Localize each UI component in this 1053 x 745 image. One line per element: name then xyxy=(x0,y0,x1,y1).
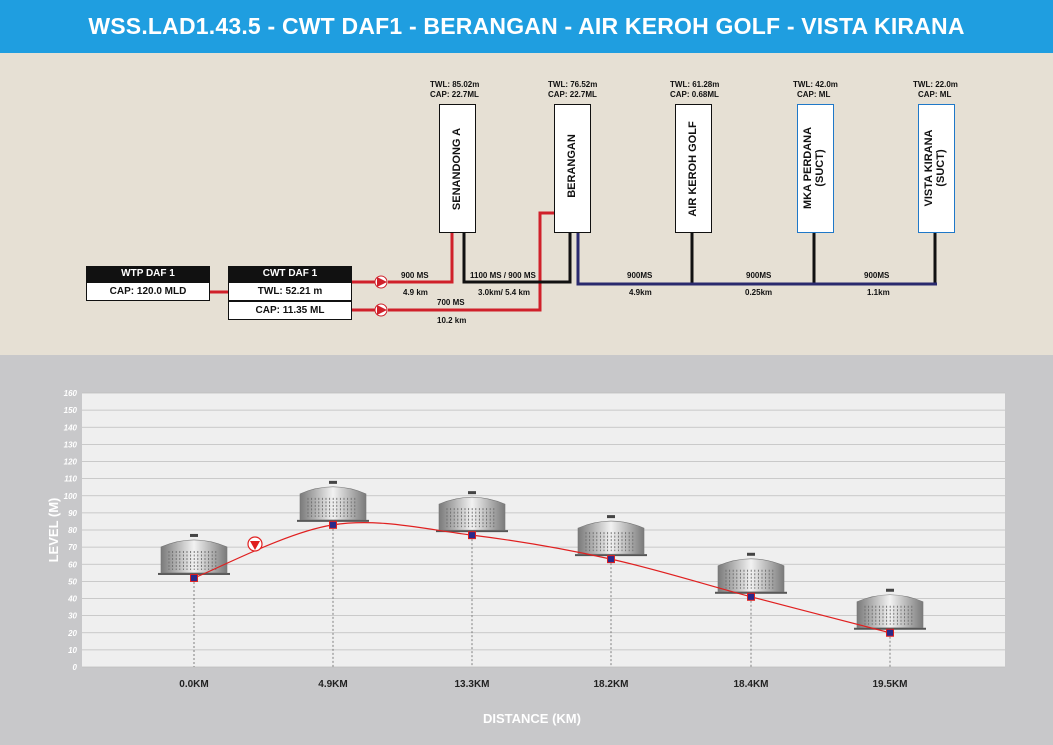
tank-berangan xyxy=(554,104,591,233)
wtp-name: WTP DAF 1 xyxy=(86,266,210,282)
tank-twl: TWL: 76.52m xyxy=(548,80,598,89)
tank-name: SENANDONG A xyxy=(451,127,463,211)
reservoir-tank-icon xyxy=(715,552,787,594)
data-point-marker xyxy=(468,531,476,540)
reservoir-tank-icon xyxy=(297,480,369,522)
pipe-label: 900MS xyxy=(864,271,890,280)
title-bar xyxy=(0,0,1053,53)
pipe-label: 700 MS xyxy=(437,298,465,307)
pipe-label: 4.9 km xyxy=(403,288,428,297)
x-tick-label: 19.5KM xyxy=(872,679,907,690)
tank-name: AIR KEROH GOLF xyxy=(687,121,699,217)
tank-mka-perdana xyxy=(797,104,834,233)
data-point-marker xyxy=(747,592,755,601)
pipe-distribution xyxy=(576,233,937,286)
tank-twl: TWL: 85.02m xyxy=(430,80,480,89)
tank-air-keroh-golf xyxy=(675,104,712,233)
y-tick-label: 140 xyxy=(64,423,78,432)
pipe-label: 4.9km xyxy=(629,288,652,297)
x-tick-label: 0.0KM xyxy=(179,679,208,690)
data-point-marker xyxy=(329,520,337,529)
page-title: WSS.LAD1.43.5 - CWT DAF1 - BERANGAN - AI… xyxy=(88,13,965,39)
pump-icon xyxy=(374,275,388,289)
pipe-label: 10.2 km xyxy=(437,316,467,325)
pipe-label: 1.1km xyxy=(867,288,890,297)
tank-vista-kirana xyxy=(918,104,955,233)
pipe-label: 900MS xyxy=(627,271,653,280)
data-point-marker xyxy=(886,628,894,637)
pipe-network xyxy=(210,211,937,317)
pipe-cwt-senandong xyxy=(352,233,454,284)
y-tick-label: 100 xyxy=(64,492,78,501)
tank-twl: TWL: 22.0m xyxy=(913,80,958,89)
y-tick-label: 20 xyxy=(67,629,77,638)
y-tick-label: 90 xyxy=(68,509,77,518)
y-tick-label: 10 xyxy=(68,646,77,655)
reservoir-tank-icon xyxy=(575,515,647,557)
data-point-marker xyxy=(607,555,615,564)
y-tick-label: 60 xyxy=(68,560,77,569)
wtp-capacity: CAP: 120.0 MLD xyxy=(86,282,210,301)
schematic-panel xyxy=(0,53,1053,355)
tank-name-line: VISTA KIRANA xyxy=(923,129,935,207)
tank-cap: CAP: 22.7ML xyxy=(548,90,597,99)
x-tick-label: 18.2KM xyxy=(593,679,628,690)
cwt-capacity: CAP: 11.35 ML xyxy=(228,301,352,320)
tank-name-line: (SUCT) xyxy=(814,149,826,187)
tank-name: VISTA KIRANA (SUCT) xyxy=(907,108,963,228)
pump-icon xyxy=(247,536,263,552)
series-line xyxy=(193,522,891,634)
y-tick-label: 150 xyxy=(64,406,78,415)
tank-cap: CAP: ML xyxy=(918,90,952,99)
tank-cap: CAP: ML xyxy=(797,90,831,99)
tank-twl: TWL: 42.0m xyxy=(793,80,838,89)
y-tick-label: 120 xyxy=(64,458,78,467)
pipe-senandong-berangan xyxy=(462,233,572,284)
pump-icon xyxy=(374,303,388,317)
cwt-name: CWT DAF 1 xyxy=(228,266,352,282)
tank-name-line: MKA PERDANA xyxy=(802,126,814,210)
x-tick-label: 18.4KM xyxy=(733,679,768,690)
y-tick-label: 130 xyxy=(64,440,78,449)
y-tick-label: 30 xyxy=(68,612,77,621)
y-tick-label: 110 xyxy=(64,475,77,484)
pipe-label: 900MS xyxy=(746,271,772,280)
tank-name-line: (SUCT) xyxy=(935,149,947,187)
tank-cap: CAP: 22.7ML xyxy=(430,90,479,99)
pipe-label: 1100 MS / 900 MS xyxy=(470,271,536,280)
y-tick-label: 70 xyxy=(68,543,77,552)
y-tick-label: 0 xyxy=(73,663,78,672)
tank-twl: TWL: 61.28m xyxy=(670,80,720,89)
pipe-label: 900 MS xyxy=(401,271,429,280)
y-tick-label: 80 xyxy=(68,526,77,535)
y-tick-label: 160 xyxy=(64,389,78,398)
y-axis-label: LEVEL (M) xyxy=(46,498,61,563)
y-tick-label: 50 xyxy=(68,577,77,586)
pipe-label: 0.25km xyxy=(745,288,773,297)
y-tick-label: 40 xyxy=(67,595,77,604)
tank-name: BERANGAN xyxy=(566,134,578,198)
x-tick-label: 13.3KM xyxy=(454,679,489,690)
x-axis-label: DISTANCE (KM) xyxy=(483,711,581,726)
tank-senandong-a xyxy=(439,104,476,233)
data-point-marker xyxy=(190,573,198,582)
pipe-label: 3.0km/ 5.4 km xyxy=(478,288,531,297)
reservoir-tank-icon xyxy=(436,491,508,533)
cwt-twl: TWL: 52.21 m xyxy=(228,282,352,301)
elevation-profile-chart: 0 10 20 30 40 50 60 70 80 90 100 110 120 130 140 150 160… xyxy=(46,389,1005,726)
x-tick-label: 4.9KM xyxy=(318,679,347,690)
tank-name: MKA PERDANA (SUCT) xyxy=(786,108,842,228)
tank-cap: CAP: 0.68ML xyxy=(670,90,719,99)
